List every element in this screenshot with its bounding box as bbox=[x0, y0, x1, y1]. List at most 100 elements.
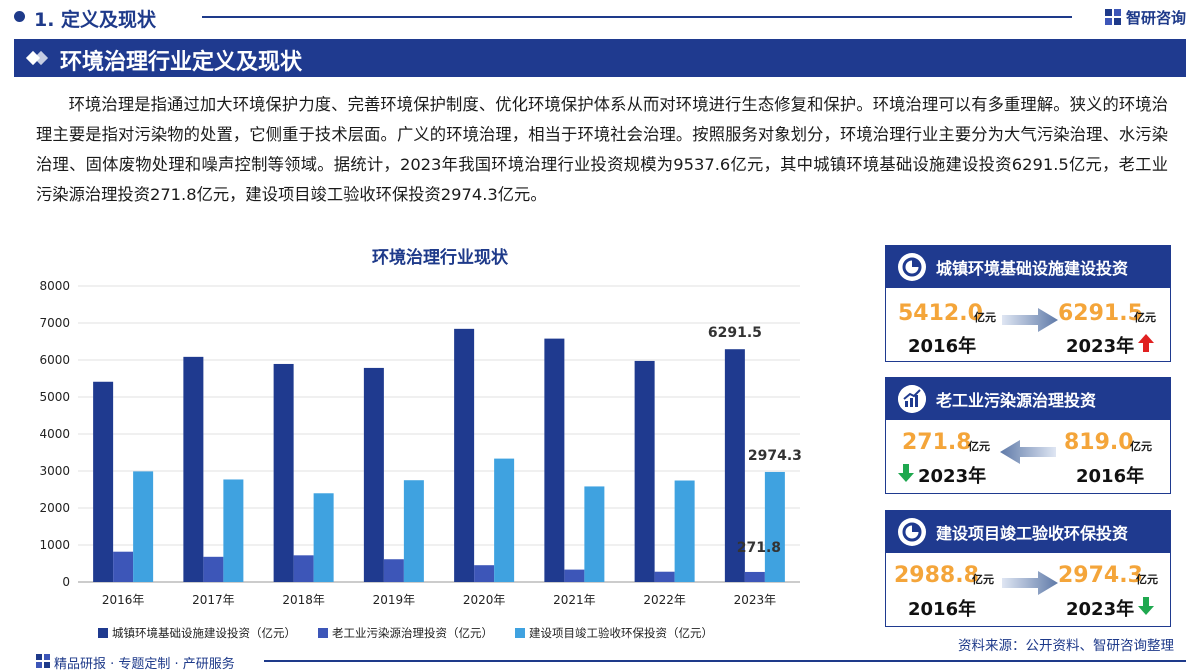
legend-label: 建设项目竣工验收环保投资（亿元） bbox=[529, 626, 713, 640]
arrow-up-icon bbox=[1138, 334, 1154, 352]
bar bbox=[654, 571, 675, 582]
y-tick-label: 8000 bbox=[39, 279, 70, 293]
intro-paragraph: 环境治理是指通过加大环境保护力度、完善环境保护制度、优化环境保护体系从而对环境进… bbox=[36, 95, 1168, 204]
bar bbox=[744, 571, 765, 582]
y-tick-label: 6000 bbox=[39, 353, 70, 367]
card-header: 老工业污染源治理投资 bbox=[886, 378, 1170, 420]
legend-swatch bbox=[318, 628, 328, 638]
card-left-unit: 亿元 bbox=[972, 573, 994, 586]
card-left-value: 2988.8 bbox=[894, 563, 979, 588]
card-right-year: 2016年 bbox=[1076, 466, 1145, 487]
footer: 精品研报 · 专题定制 · 产研服务 bbox=[0, 650, 1200, 672]
card-left-unit: 亿元 bbox=[974, 311, 996, 324]
card-right-value: 2974.3 bbox=[1058, 563, 1143, 588]
bar bbox=[383, 559, 404, 582]
bar bbox=[584, 486, 605, 582]
y-tick-label: 7000 bbox=[39, 316, 70, 330]
bar bbox=[454, 328, 475, 582]
card-right-unit: 亿元 bbox=[1130, 440, 1152, 453]
card-left-value: 5412.0 bbox=[898, 301, 983, 326]
y-tick-label: 3000 bbox=[39, 464, 70, 478]
x-tick-label: 2019年 bbox=[373, 593, 416, 607]
bar bbox=[313, 493, 334, 582]
y-tick-label: 4000 bbox=[39, 427, 70, 441]
data-label: 6291.5 bbox=[708, 325, 762, 341]
bar bbox=[764, 471, 785, 582]
bar bbox=[564, 569, 585, 582]
bar-chart: 0 1000 2000 3000 4000 5000 6000 7000 8000 2016年 20… bbox=[39, 279, 802, 607]
card-title: 老工业污染源治理投资 bbox=[936, 391, 1097, 410]
legend-item: 城镇环境基础设施建设投资（亿元） bbox=[98, 625, 296, 641]
bar bbox=[724, 349, 745, 582]
bar bbox=[223, 479, 244, 582]
pie-chart-icon bbox=[898, 253, 926, 281]
bar bbox=[113, 551, 134, 582]
x-tick-label: 2021年 bbox=[553, 593, 596, 607]
card-right-value: 6291.5 bbox=[1058, 301, 1143, 326]
x-tick-label: 2017年 bbox=[192, 593, 235, 607]
bar bbox=[93, 381, 114, 582]
card-urban-infrastructure: 城镇环境基础设施建设投资 5412.0 亿元 2016年 6291.5 亿元 2… bbox=[885, 245, 1171, 362]
card-left-unit: 亿元 bbox=[968, 440, 990, 453]
legend-swatch bbox=[515, 628, 525, 638]
card-header: 城镇环境基础设施建设投资 bbox=[886, 246, 1170, 288]
chart-title: 环境治理行业现状 bbox=[372, 248, 508, 268]
bar bbox=[544, 338, 565, 582]
title-banner: 环境治理行业定义及现状 bbox=[14, 39, 1186, 77]
line-chart-icon bbox=[898, 385, 926, 413]
brand-logo-icon bbox=[36, 654, 50, 668]
bar bbox=[273, 363, 294, 582]
card-right-unit: 亿元 bbox=[1134, 311, 1156, 324]
data-label: 2974.3 bbox=[748, 448, 802, 464]
card-left-year: 2016年 bbox=[908, 599, 977, 620]
bar bbox=[183, 356, 204, 582]
legend-swatch bbox=[98, 628, 108, 638]
arrow-right-icon bbox=[1002, 308, 1058, 332]
arrow-right-icon bbox=[1002, 571, 1058, 595]
arrow-down-icon bbox=[898, 464, 914, 482]
card-title: 城镇环境基础设施建设投资 bbox=[936, 259, 1129, 278]
x-tick-label: 2022年 bbox=[643, 593, 686, 607]
x-tick-label: 2016年 bbox=[102, 593, 145, 607]
header-rule bbox=[202, 16, 1072, 18]
x-tick-label: 2020年 bbox=[463, 593, 506, 607]
brand-logo-icon bbox=[1104, 9, 1121, 25]
pie-chart-icon bbox=[898, 518, 926, 546]
card-right-year: 2023年 bbox=[1066, 599, 1135, 620]
legend-label: 老工业污染源治理投资（亿元） bbox=[332, 626, 493, 640]
legend-item: 老工业污染源治理投资（亿元） bbox=[318, 625, 493, 641]
arrow-down-icon bbox=[1138, 597, 1154, 615]
y-tick-label: 0 bbox=[62, 575, 70, 589]
brand-name: 智研咨询 bbox=[1125, 8, 1186, 27]
x-tick-label: 2023年 bbox=[734, 593, 777, 607]
y-tick-label: 5000 bbox=[39, 390, 70, 404]
card-project-acceptance: 建设项目竣工验收环保投资 2988.8 亿元 2016年 2974.3 亿元 2… bbox=[885, 510, 1171, 627]
card-industrial-pollution: 老工业污染源治理投资 271.8 亿元 2023年 819.0 亿元 2016年 bbox=[885, 377, 1171, 494]
data-label: 271.8 bbox=[737, 540, 781, 556]
bar bbox=[494, 458, 515, 582]
y-tick-label: 2000 bbox=[39, 501, 70, 515]
bar bbox=[203, 556, 224, 582]
footer-rule bbox=[264, 660, 1186, 662]
section-header: 1. 定义及现状 智研咨询 bbox=[0, 0, 1200, 34]
bar bbox=[133, 471, 154, 582]
bar bbox=[363, 367, 384, 582]
legend-item: 建设项目竣工验收环保投资（亿元） bbox=[515, 625, 713, 641]
brand[interactable]: 智研咨询 bbox=[1104, 6, 1186, 28]
bar bbox=[403, 480, 424, 582]
card-left-year: 2016年 bbox=[908, 336, 977, 357]
card-left-year: 2023年 bbox=[918, 466, 987, 487]
bar bbox=[474, 565, 495, 582]
card-right-unit: 亿元 bbox=[1136, 573, 1158, 586]
card-left-value: 271.8 bbox=[902, 430, 972, 455]
source-note: 资料来源：公开资料、智研咨询整理 bbox=[958, 638, 1174, 654]
section-title: 1. 定义及现状 bbox=[34, 9, 157, 31]
card-right-value: 819.0 bbox=[1064, 430, 1134, 455]
card-title: 建设项目竣工验收环保投资 bbox=[936, 524, 1129, 543]
bar bbox=[634, 360, 655, 582]
x-tick-label: 2018年 bbox=[282, 593, 325, 607]
y-tick-label: 1000 bbox=[39, 538, 70, 552]
card-header: 建设项目竣工验收环保投资 bbox=[886, 511, 1170, 553]
footer-text: 精品研报 · 专题定制 · 产研服务 bbox=[54, 657, 235, 672]
card-right-year: 2023年 bbox=[1066, 336, 1135, 357]
